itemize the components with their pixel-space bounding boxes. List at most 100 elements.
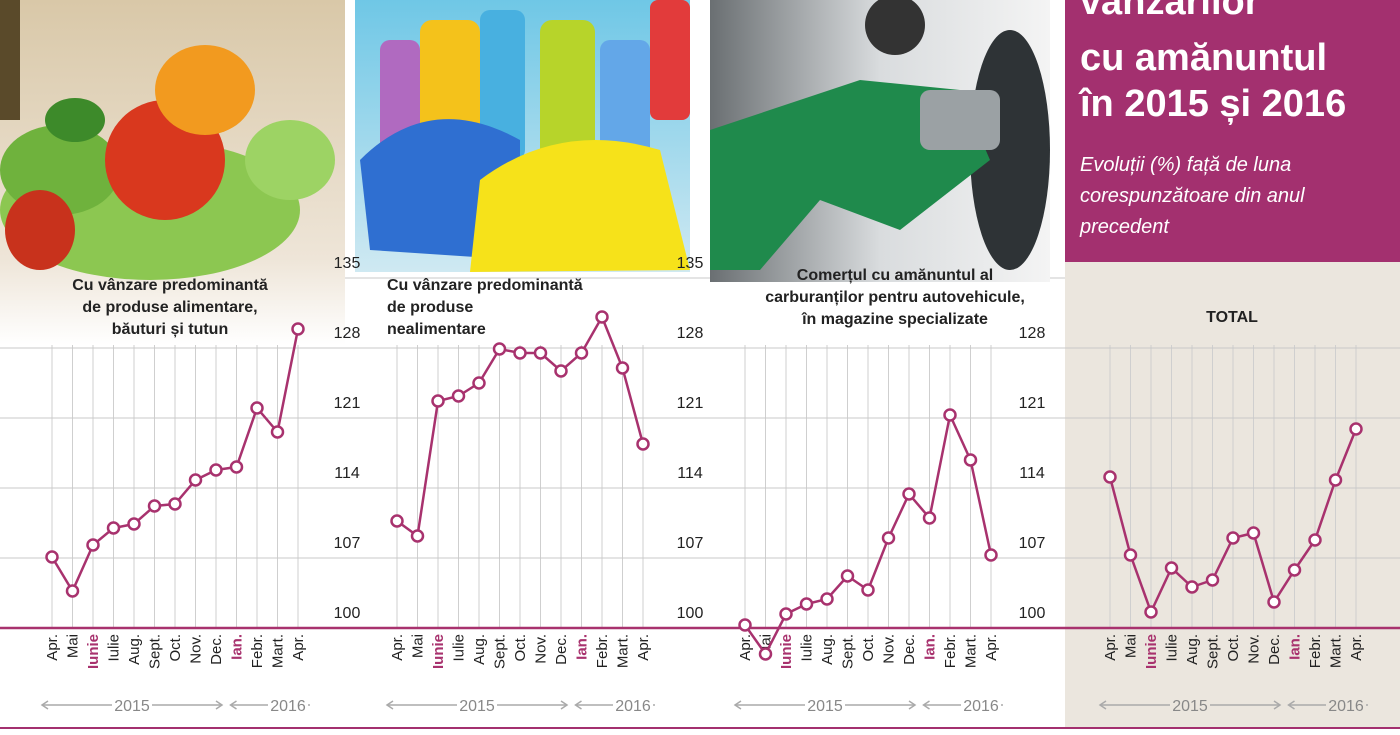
x-tick-label: Oct.	[860, 634, 877, 662]
data-point	[250, 401, 264, 415]
year-arrow-head	[560, 700, 569, 710]
data-point	[1226, 531, 1240, 545]
x-tick-label: Ian.	[1287, 634, 1304, 660]
chart-title: de produse alimentare,	[82, 299, 257, 316]
x-tick-label: Apr.	[290, 634, 307, 661]
x-tick-label: Oct.	[512, 634, 529, 662]
x-tick-label: Dec.	[1266, 634, 1283, 665]
y-tick-label: 107	[1019, 535, 1046, 552]
year-label: 2016	[963, 698, 999, 715]
data-point	[615, 361, 630, 375]
data-point	[554, 364, 568, 378]
data-point	[1164, 561, 1179, 575]
year-arrow-head	[908, 700, 917, 710]
x-tick-label: Aug.	[471, 634, 488, 665]
y-tick-label: 114	[1019, 465, 1045, 482]
data-point	[1144, 605, 1158, 619]
data-point	[390, 514, 404, 528]
year-label: 2016	[270, 698, 306, 715]
x-tick-label: Febr.	[249, 634, 266, 668]
x-tick-label: Ian.	[229, 634, 246, 660]
data-point	[1328, 473, 1343, 487]
data-point	[1349, 422, 1363, 436]
chart-title: carburanților pentru autovehicule,	[765, 289, 1025, 306]
year-label: 2015	[1172, 698, 1208, 715]
data-point	[574, 346, 589, 360]
year-label: 2016	[1328, 698, 1364, 715]
x-tick-label: Mai	[410, 634, 427, 658]
year-arrow-head	[1098, 700, 1107, 710]
year-label-bg	[613, 695, 653, 715]
data-point	[451, 389, 466, 403]
x-tick-label: Apr.	[44, 634, 61, 661]
data-point	[881, 531, 896, 545]
x-tick-label: Febr.	[594, 634, 611, 668]
data-point	[595, 310, 609, 324]
data-point	[779, 607, 793, 621]
grid-layer	[0, 277, 1400, 630]
chart-title: Cu vânzare predominantă	[387, 277, 583, 294]
header-title: în 2015 și 2016	[1078, 83, 1346, 125]
year-label: 2015	[459, 698, 495, 715]
x-tick-label: Nov.	[533, 634, 550, 664]
data-point	[45, 550, 59, 564]
x-tick-label: Dec.	[901, 634, 918, 665]
year-arrow-head	[385, 700, 394, 710]
data-point	[820, 592, 834, 606]
year-arrow-head	[733, 700, 742, 710]
y-tick-label: 100	[334, 605, 361, 622]
data-point	[410, 529, 425, 543]
data-point	[168, 497, 182, 511]
header-subtitle: Evoluții (%) față de luna	[1080, 154, 1291, 176]
chart-title: nealimentare	[387, 321, 486, 338]
data-point	[636, 437, 650, 451]
data-point	[758, 647, 773, 661]
x-tick-label: Mai	[1123, 634, 1140, 658]
header-title: vânzărilor	[1080, 0, 1260, 23]
x-tick-label: Apr.	[1348, 634, 1365, 661]
data-point	[431, 394, 445, 408]
header-box	[1065, 0, 1400, 262]
data-point	[209, 463, 223, 477]
x-tick-label: Ian.	[574, 634, 591, 660]
chart-title: în magazine specializate	[801, 311, 988, 328]
y-tick-label: 128	[677, 325, 704, 342]
data-point	[943, 408, 957, 422]
data-point	[65, 584, 80, 598]
year-label: 2015	[807, 698, 843, 715]
data-point	[1185, 580, 1199, 594]
chart-title: TOTAL	[1206, 309, 1258, 326]
photo-cleaning	[355, 0, 690, 272]
year-arrow-head	[215, 700, 224, 710]
year-label: 2016	[615, 698, 651, 715]
data-point	[840, 569, 855, 583]
x-tick-label: Dec.	[553, 634, 570, 665]
header: vânzărilor cu amănuntul în 2015 și 2016 …	[1078, 0, 1346, 238]
x-tick-label: Sept.	[492, 634, 509, 669]
x-tick-label: Iunie	[778, 634, 795, 669]
data-point	[1308, 533, 1322, 547]
header-subtitle: precedent	[1079, 216, 1170, 238]
x-tick-label: Iulie	[1164, 634, 1181, 662]
data-point	[291, 322, 305, 336]
year-arrow-head	[40, 700, 49, 710]
data-point	[922, 511, 937, 525]
x-tick-label: Nov.	[1246, 634, 1263, 664]
x-tick-label: Ian.	[922, 634, 939, 660]
data-point	[738, 618, 752, 632]
x-tick-label: Iunie	[85, 634, 102, 669]
year-label-bg	[805, 695, 845, 715]
x-tick-label: Sept.	[1205, 634, 1222, 669]
x-tick-label: Aug.	[819, 634, 836, 665]
data-point	[472, 376, 486, 390]
x-tick-label: Mart.	[963, 634, 980, 668]
y-tick-label: 114	[677, 465, 703, 482]
data-point	[861, 583, 875, 597]
header-title: cu amănuntul	[1080, 37, 1327, 79]
x-tick-label: Aug.	[1184, 634, 1201, 665]
y-tick-label: 107	[334, 535, 361, 552]
chart-title: de produse	[387, 299, 473, 316]
y-tick-label: 135	[334, 255, 361, 272]
y-tick-label: 114	[334, 465, 360, 482]
